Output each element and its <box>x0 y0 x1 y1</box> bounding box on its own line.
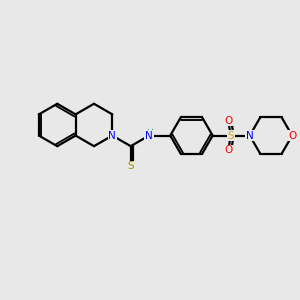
Text: O: O <box>288 130 296 141</box>
Text: N: N <box>246 130 253 141</box>
Text: N: N <box>109 130 116 141</box>
Text: H: H <box>146 129 152 138</box>
Text: S: S <box>227 130 234 141</box>
Text: O: O <box>224 146 232 155</box>
Text: S: S <box>128 161 134 171</box>
Text: N: N <box>145 130 153 141</box>
Text: O: O <box>224 116 232 126</box>
